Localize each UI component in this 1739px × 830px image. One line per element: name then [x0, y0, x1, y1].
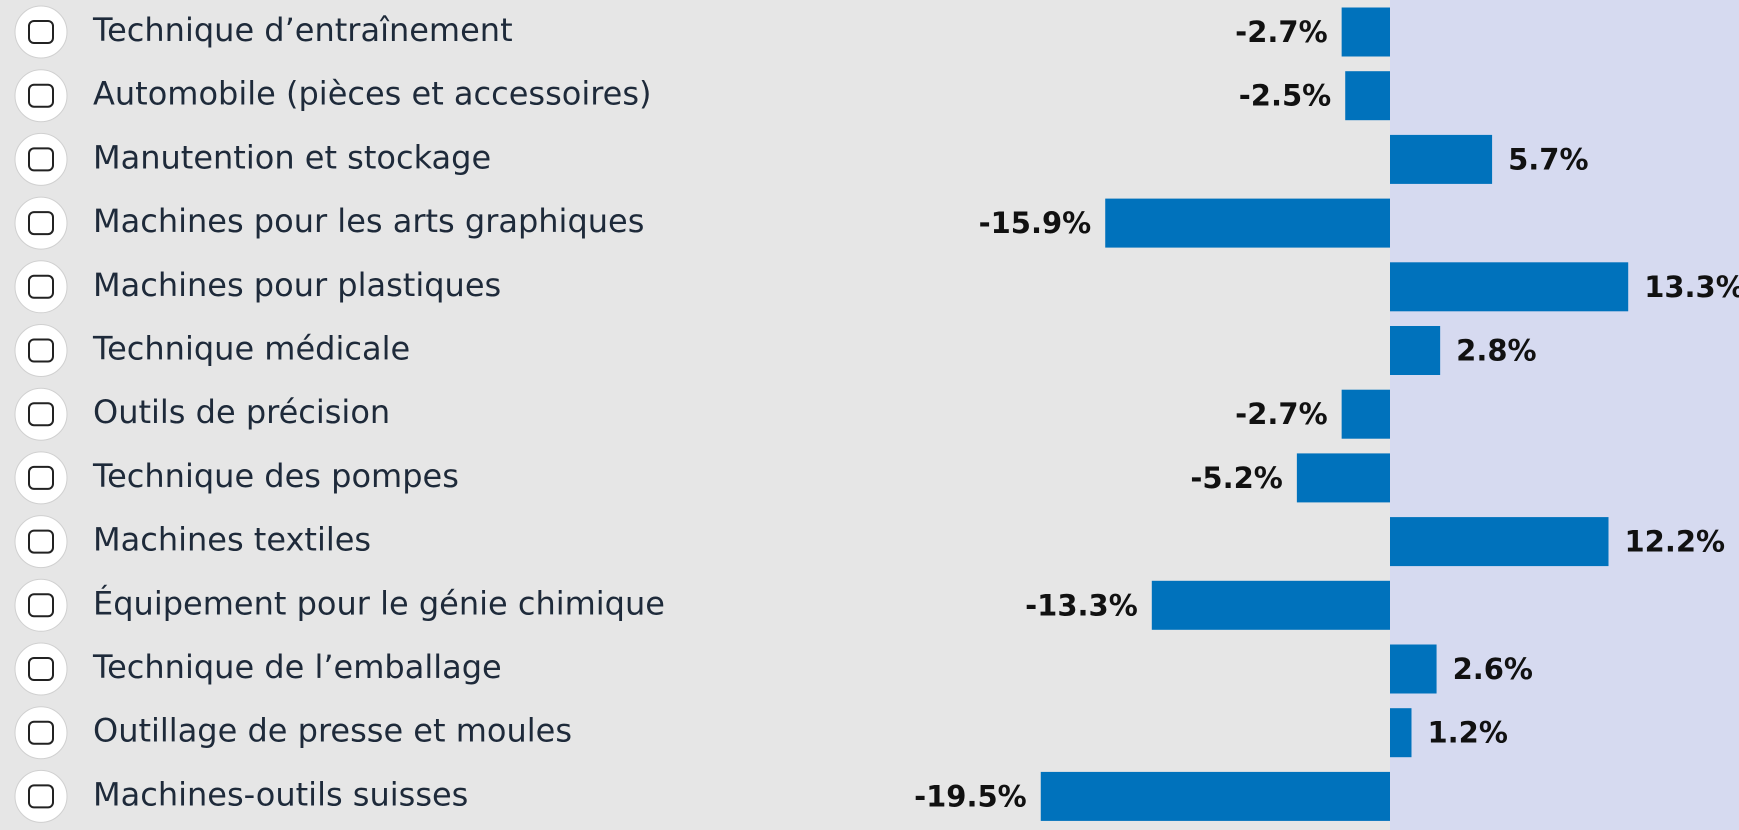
icon-glyph [28, 784, 54, 809]
icon-circle [14, 387, 68, 441]
bar [1390, 262, 1629, 312]
icon-circle [14, 69, 68, 123]
icon-circle [14, 642, 68, 696]
bar [1345, 71, 1390, 121]
icon-circle [14, 260, 68, 314]
positive-background [1390, 0, 1739, 830]
value-label: -5.2% [1190, 461, 1282, 495]
icon [14, 515, 68, 569]
value-label: 2.6% [1453, 652, 1533, 686]
icon [14, 578, 68, 632]
bar [1341, 7, 1390, 57]
icon-circle [14, 132, 68, 186]
icon-glyph [28, 147, 54, 172]
category-label: Technique d’entraînement [92, 11, 513, 49]
icon [14, 387, 68, 441]
bar [1341, 389, 1390, 439]
icon-glyph [28, 274, 54, 299]
icon-glyph [28, 465, 54, 490]
value-label: 5.7% [1508, 142, 1588, 176]
bar [1151, 580, 1390, 630]
icon-circle [14, 769, 68, 823]
value-label: -2.7% [1235, 15, 1327, 49]
category-label: Automobile (pièces et accessoires) [93, 75, 652, 113]
value-label: -2.5% [1239, 79, 1331, 113]
value-label: 13.3% [1644, 270, 1739, 304]
bar [1040, 771, 1390, 821]
value-label: -2.7% [1235, 397, 1327, 431]
bar [1390, 134, 1493, 184]
icon [14, 260, 68, 314]
category-label: Équipement pour le génie chimique [93, 584, 665, 622]
icon [14, 642, 68, 696]
icon-glyph [28, 529, 54, 554]
category-label: Outils de précision [93, 393, 390, 431]
category-label: Technique de l’emballage [92, 648, 502, 686]
icon-glyph [28, 211, 54, 236]
bar [1105, 198, 1390, 248]
icon [14, 769, 68, 823]
icon [14, 69, 68, 123]
icon [14, 324, 68, 377]
icon [14, 196, 68, 250]
category-label: Technique des pompes [92, 457, 459, 495]
bar [1390, 517, 1609, 567]
icon-glyph [28, 657, 54, 681]
icon [14, 5, 68, 59]
bar [1390, 644, 1437, 694]
value-label: -15.9% [979, 206, 1092, 240]
icon-circle [14, 324, 68, 377]
icon-glyph [28, 402, 54, 427]
bar [1390, 326, 1441, 375]
value-label: 12.2% [1625, 525, 1726, 559]
icon-circle [14, 5, 68, 59]
value-label: 2.8% [1456, 334, 1536, 368]
category-label: Machines-outils suisses [93, 775, 468, 813]
category-label: Technique médicale [92, 330, 410, 368]
icon [14, 451, 68, 505]
icon-glyph [28, 20, 54, 44]
value-label: 1.2% [1427, 716, 1507, 750]
icon-circle [14, 515, 68, 569]
value-label: -13.3% [1025, 588, 1138, 622]
icon-glyph [28, 338, 54, 363]
icon-circle [14, 706, 68, 760]
icon [14, 132, 68, 186]
icon-circle [14, 578, 68, 632]
icon [14, 706, 68, 760]
bar [1390, 708, 1412, 758]
icon-circle [14, 451, 68, 505]
category-label: Outillage de presse et moules [93, 712, 572, 750]
icon-glyph [28, 593, 54, 618]
category-label: Machines pour les arts graphiques [93, 202, 644, 240]
value-label: -19.5% [914, 779, 1027, 813]
icon-glyph [28, 720, 54, 745]
icon-glyph [28, 83, 54, 108]
category-label: Manutention et stockage [93, 138, 491, 176]
icon-circle [14, 196, 68, 250]
category-label: Machines pour plastiques [93, 266, 501, 304]
category-label: Machines textiles [93, 521, 371, 559]
background [0, 0, 1390, 830]
bar [1296, 453, 1390, 503]
